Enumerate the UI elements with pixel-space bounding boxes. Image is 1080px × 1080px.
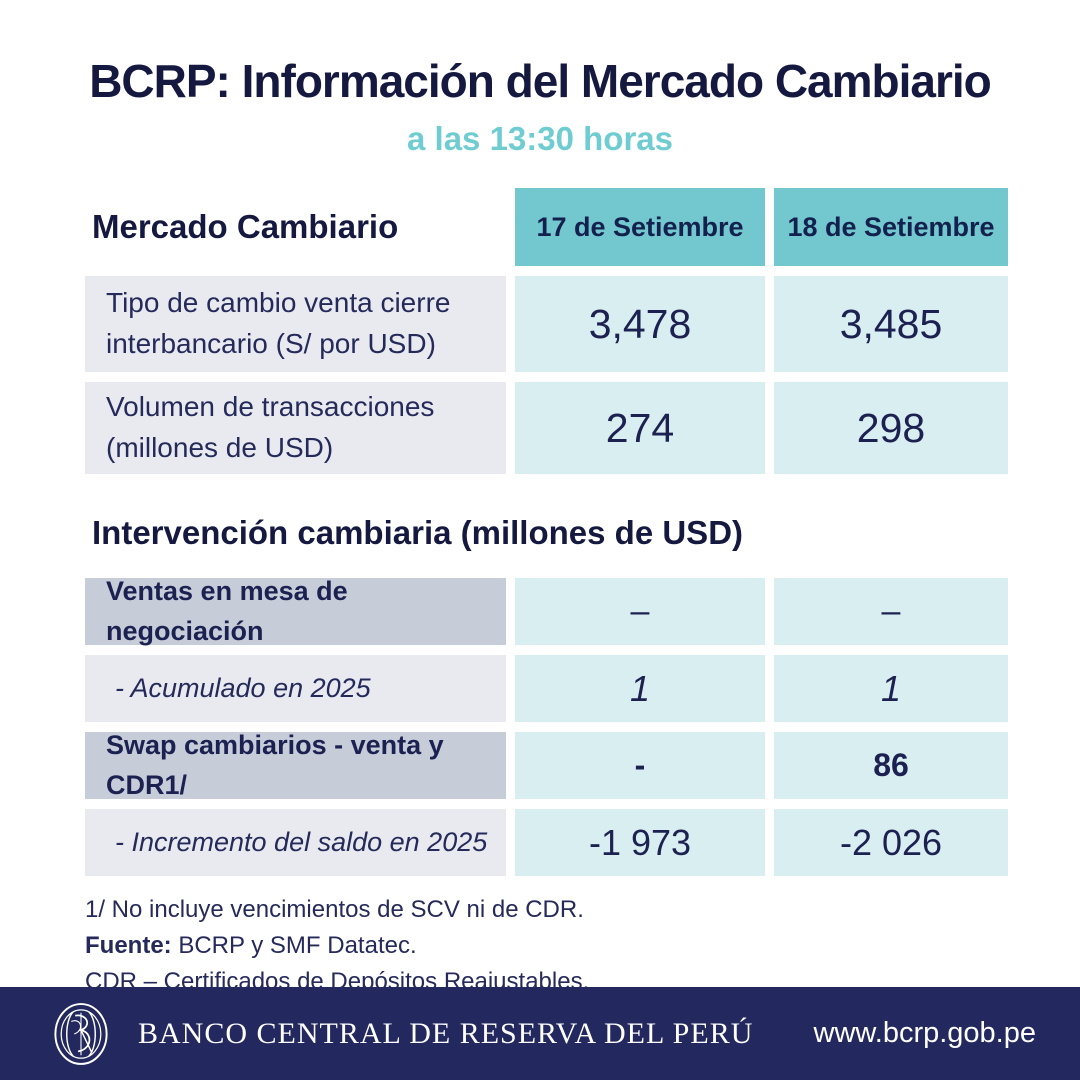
table-row-acumulado-2025: - Acumulado en 2025 1 1 [85,655,1008,722]
intervencion-table: Ventas en mesa de negociación – – - Acum… [85,576,1008,876]
row-value-col1: -1 973 [515,809,765,876]
mercado-cambiario-header-row: Mercado Cambiario 17 de Setiembre 18 de … [85,188,1008,266]
row-value-col2: -2 026 [774,809,1008,876]
row-value-col1: – [515,578,765,645]
table-row-tipo-de-cambio: Tipo de cambio venta cierre interbancari… [85,276,1008,372]
row-value-col1: 1 [515,655,765,722]
table-row-incremento-saldo: - Incremento del saldo en 2025 -1 973 -2… [85,809,1008,876]
row-label: - Acumulado en 2025 [85,655,506,722]
row-value-col1: 274 [515,382,765,474]
footnote-fuente: Fuente: BCRP y SMF Datatec. [85,928,1008,964]
table-row-swap-cambiarios: Swap cambiarios - venta y CDR1/ - 86 [85,730,1008,800]
row-value-col2: 1 [774,655,1008,722]
table-row-volumen-transacciones: Volumen de transacciones (millones de US… [85,382,1008,474]
row-label: Swap cambiarios - venta y CDR1/ [85,730,506,800]
footnotes: 1/ No incluye vencimientos de SCV ni de … [85,892,1008,1000]
page-title: BCRP: Información del Mercado Cambiario [89,55,992,107]
content-area: Mercado Cambiario 17 de Setiembre 18 de … [85,188,1008,1000]
table1-title: Mercado Cambiario [92,208,399,245]
row-value-col1: - [515,732,765,799]
table1-col-header-18-setiembre: 18 de Setiembre [774,188,1008,266]
bcrp-url-link[interactable]: www.bcrp.gob.pe [813,1017,1036,1049]
table1-col-header-17-setiembre: 17 de Setiembre [515,188,765,266]
footnote-scv-cdr: 1/ No incluye vencimientos de SCV ni de … [85,896,584,923]
intervencion-section-title: Intervención cambiaria (millones de USD) [92,514,744,551]
row-value-col2: 3,485 [774,276,1008,372]
page-subtitle: a las 13:30 horas [407,120,673,157]
row-value-col2: – [774,578,1008,645]
table-row-ventas-mesa: Ventas en mesa de negociación – – [85,576,1008,646]
row-value-col2: 86 [774,732,1008,799]
row-label: Tipo de cambio venta cierre interbancari… [85,276,506,372]
footnote-fuente-text: BCRP y SMF Datatec. [171,932,417,959]
row-value-col2: 298 [774,382,1008,474]
bcrp-monogram-icon [52,999,112,1069]
row-value-col1: 3,478 [515,276,765,372]
footer-bar: BANCO CENTRAL DE RESERVA DEL PERÚ www.bc… [0,987,1080,1080]
bank-name: BANCO CENTRAL DE RESERVA DEL PERÚ [138,1016,754,1050]
footnote-fuente-label: Fuente: [85,932,172,959]
row-label: - Incremento del saldo en 2025 [85,809,506,876]
row-label: Volumen de transacciones (millones de US… [85,382,506,474]
row-label: Ventas en mesa de negociación [85,576,506,646]
